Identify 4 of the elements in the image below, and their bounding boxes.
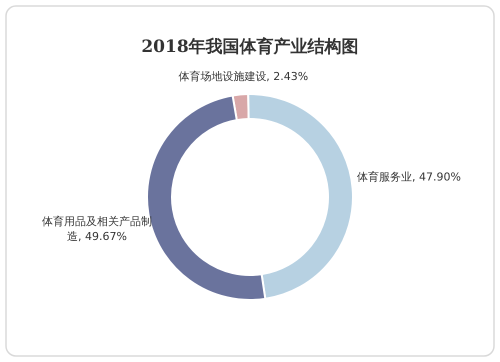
slice-label: 体育用品及相关产品制造, 49.67% <box>42 214 152 243</box>
slice-label: 体育服务业, 47.90% <box>357 170 461 184</box>
slice-label: 体育场地设施建设, 2.43% <box>178 70 308 83</box>
chart-title: 2018年我国体育产业结构图 <box>141 36 359 57</box>
